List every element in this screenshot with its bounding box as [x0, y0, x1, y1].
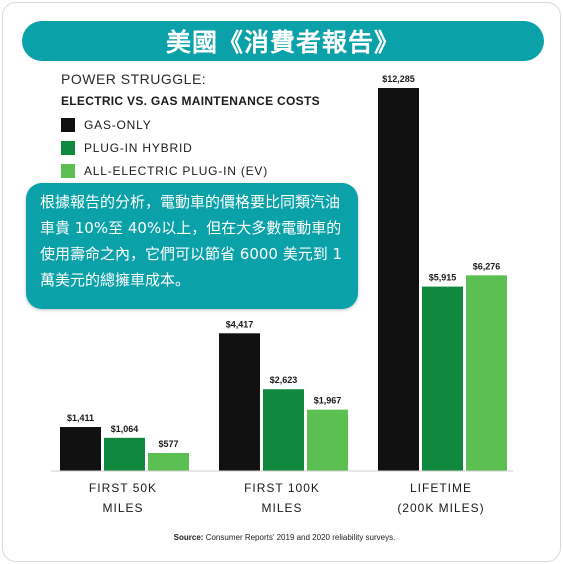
data-label-gas-1: $1,411 [67, 413, 94, 423]
source-text: Consumer Reports' 2019 and 2020 reliabil… [205, 533, 396, 542]
category-label-2-line-2: MILES [261, 501, 302, 515]
source-label: Source: [173, 533, 204, 542]
category-label-2-line-1: FIRST 100K [244, 481, 320, 495]
category-label-3-line-2: (200K MILES) [397, 501, 484, 515]
source-note: Source: Consumer Reports' 2019 and 2020 … [3, 533, 560, 542]
data-label-ev-3: $6,276 [473, 261, 501, 271]
bar-gas-2 [219, 333, 260, 471]
bar-chart: $1,411 $4,417 $12,285 $1,064 $2,623 $5,915 $57… [51, 74, 513, 515]
data-label-ev-2: $1,967 [314, 396, 342, 406]
bar-hybrid-2 [263, 389, 304, 471]
bar-ev-2 [307, 409, 348, 471]
legend-label-ev: ALL-ELECTRIC PLUG-IN (EV) [84, 163, 269, 178]
legend-swatch-ev [61, 163, 75, 178]
legend-item-ev: ALL-ELECTRIC PLUG-IN (EV) [61, 159, 268, 182]
legend-swatch-hybrid [61, 140, 75, 155]
data-label-ev-1: $577 [158, 439, 178, 449]
banner-title: 美國《消費者報告》 [22, 21, 544, 61]
bar-gas-3 [378, 88, 419, 471]
chart-subtitle: ELECTRIC VS. GAS MAINTENANCE COSTS [61, 94, 320, 108]
summary-callout: 根據報告的分析，電動車的價格要比同類汽油車貴 10%至 40%以上，但在大多數電… [26, 183, 358, 309]
category-label-1-line-2: MILES [102, 501, 143, 515]
chart-title: POWER STRUGGLE: [61, 71, 207, 87]
legend-item-hybrid: PLUG-IN HYBRID [61, 136, 268, 159]
chart-legend: GAS-ONLY PLUG-IN HYBRID ALL-ELECTRIC PLU… [61, 113, 268, 182]
bar-gas-1 [60, 427, 101, 471]
category-label-1-line-1: FIRST 50K [89, 481, 157, 495]
category-label-3-line-1: LIFETIME [410, 481, 472, 495]
data-label-hybrid-1: $1,064 [111, 424, 139, 434]
data-label-gas-3: $12,285 [382, 74, 415, 84]
bar-hybrid-3 [422, 286, 463, 471]
data-label-gas-2: $4,417 [226, 319, 254, 329]
bar-ev-1 [148, 453, 189, 471]
data-label-hybrid-2: $2,623 [270, 375, 298, 385]
legend-swatch-gas [61, 117, 75, 132]
legend-label-gas: GAS-ONLY [84, 117, 152, 132]
bar-ev-3 [466, 275, 507, 471]
legend-item-gas: GAS-ONLY [61, 113, 268, 136]
data-label-hybrid-3: $5,915 [429, 273, 457, 283]
bar-hybrid-1 [104, 437, 145, 471]
legend-label-hybrid: PLUG-IN HYBRID [84, 140, 193, 155]
